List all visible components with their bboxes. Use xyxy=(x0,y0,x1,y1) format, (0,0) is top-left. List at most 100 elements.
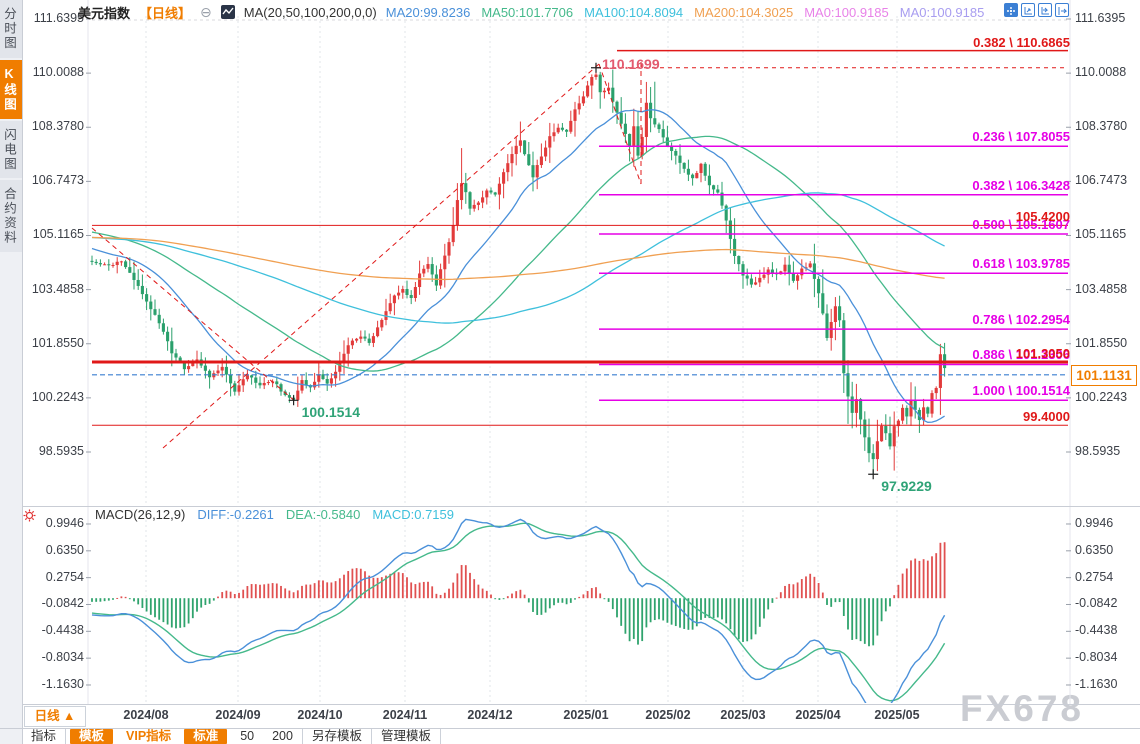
price-tick-label-right: 110.0088 xyxy=(1075,65,1127,80)
x-axis-date-label: 2024/11 xyxy=(382,708,428,722)
ma-value: MA0:100.9185 xyxy=(899,4,985,20)
ma-values: MA20:99.8236 MA50:101.7706 MA100:104.8094 M… xyxy=(386,5,985,20)
macd-tick-label-left: -0.4438 xyxy=(41,623,84,638)
collapse-icon[interactable]: ⊖ xyxy=(200,4,212,20)
price-tick-label-left: 108.3780 xyxy=(31,119,84,134)
price-tick-label-right: 105.1165 xyxy=(1075,227,1127,242)
fib-level-label: 0.236 \ 107.8055 xyxy=(972,129,1070,145)
x-axis-date-label: 2025/04 xyxy=(795,708,841,722)
fib-level-label: 0.886 \ 101.2306 xyxy=(972,347,1070,363)
sidebar-tab-闪电图[interactable]: 闪电图 xyxy=(0,120,22,178)
price-tick-label-left: 111.6395 xyxy=(33,11,84,25)
pane-divider[interactable] xyxy=(22,506,1140,507)
toolbar-button-50[interactable]: 50 xyxy=(240,729,255,743)
macd-tick-label-left: -1.1630 xyxy=(41,676,84,691)
price-tick-label-right: 108.3780 xyxy=(1075,119,1128,134)
macd-values: DIFF:-0.2261 DEA:-0.5840 MACD:0.7159 xyxy=(197,507,454,522)
fib-level-label: 1.000 \ 100.1514 xyxy=(972,383,1070,399)
toolbar-button-另存模板[interactable]: 另存模板 xyxy=(303,729,372,744)
ma-value: MA50:101.7706 xyxy=(481,4,574,20)
macd-value: MACD:0.7159 xyxy=(372,507,454,522)
x-axis-date-label: 2024/10 xyxy=(297,708,343,722)
macd-tick-label-right: -0.0842 xyxy=(1075,596,1118,611)
x-axis-date-label: 2024/12 xyxy=(467,708,513,722)
sidebar-tab-合约资料[interactable]: 合约资料 xyxy=(0,180,22,252)
price-pane xyxy=(90,67,947,475)
x-axis-date-label: 2024/08 xyxy=(123,708,169,722)
macd-tick-label-left: 0.9946 xyxy=(45,515,84,530)
price-alert-label: 101.3050 xyxy=(1015,346,1070,361)
ma-value: MA200:104.3025 xyxy=(694,4,794,20)
pan-icon[interactable] xyxy=(1004,3,1018,17)
macd-pane xyxy=(91,518,946,703)
macd-value: DIFF:-0.2261 xyxy=(197,507,274,522)
x-axis-date-label: 2025/01 xyxy=(563,708,609,722)
macd-tick-label-right: -1.1630 xyxy=(1075,676,1118,691)
price-tick-label-left: 101.8550 xyxy=(31,335,84,350)
price-tick-label-right: 98.5935 xyxy=(1075,443,1121,458)
ma-formula[interactable]: MA(20,50,100,200,0,0) xyxy=(243,4,377,20)
scale-y-axis-icon[interactable] xyxy=(1021,3,1035,17)
indicator-settings-icon[interactable] xyxy=(23,509,36,522)
x-axis-date-label: 2025/03 xyxy=(720,708,766,722)
macd-bottom-border xyxy=(22,704,1140,705)
price-tick-label-left: 105.1165 xyxy=(32,227,84,242)
price-alert-label: 99.4000 xyxy=(1023,409,1070,425)
macd-tick-label-right: -0.4438 xyxy=(1075,623,1118,638)
price-tick-label-right: 103.4858 xyxy=(1075,281,1128,296)
x-axis-date-label: 2025/02 xyxy=(645,708,691,722)
toolbar-button-指标[interactable]: 指标 xyxy=(22,729,67,744)
macd-value: DEA:-0.5840 xyxy=(285,507,361,522)
symbol-title: 美元指数 xyxy=(78,5,131,21)
sidebar-tab-分时图[interactable]: 分时图 xyxy=(0,0,22,58)
fib-level-label: 0.382 \ 106.3428 xyxy=(972,177,1070,193)
macd-tick-label-right: 0.2754 xyxy=(1075,569,1114,584)
toolbar-top-border xyxy=(0,728,1140,729)
chart-toolbar-icons xyxy=(1004,3,1069,17)
shift-right-icon[interactable] xyxy=(1055,3,1069,17)
x-axis-date-label: 2024/09 xyxy=(215,708,261,722)
price-point-annotation: 97.9229 xyxy=(881,478,932,495)
ma-value: MA20:99.8236 xyxy=(385,4,471,20)
ma-value: MA100:104.8094 xyxy=(584,4,684,20)
toolbar-button-模板[interactable]: 模板 xyxy=(70,729,114,744)
toolbar-button-管理模板[interactable]: 管理模板 xyxy=(372,729,441,744)
last-price-tag: 101.1131 xyxy=(1071,365,1137,386)
fib-level-label: 0.500 \ 105.1607 xyxy=(972,217,1070,233)
price-tick-label-right: 111.6395 xyxy=(1075,11,1126,25)
toolbar-button-VIP指标[interactable]: VIP指标 xyxy=(126,729,172,743)
indicator-icon[interactable] xyxy=(220,5,235,19)
macd-tick-label-left: -0.0842 xyxy=(41,596,84,611)
price-tick-label-left: 106.7473 xyxy=(31,173,84,188)
price-tick-label-right: 100.2243 xyxy=(1075,389,1128,404)
toolbar-button-200[interactable]: 200 xyxy=(263,729,303,744)
fib-level-label: 0.618 \ 103.9785 xyxy=(972,256,1070,272)
fib-extension-label: 0.382 \ 110.6865 xyxy=(973,34,1070,50)
price-point-annotation: 110.1699 xyxy=(602,55,660,72)
price-alert-label: 105.4200 xyxy=(1015,209,1070,225)
price-tick-label-left: 100.2243 xyxy=(31,389,84,404)
bottom-toolbar: 指标 模板 VIP指标 标准 50 200 另存模板 管理模板 xyxy=(22,729,1140,744)
price-tick-label-right: 106.7473 xyxy=(1075,173,1128,188)
x-axis-date-label: 2025/05 xyxy=(874,708,920,722)
macd-tick-label-left: -0.8034 xyxy=(41,650,84,665)
macd-tick-label-left: 0.2754 xyxy=(45,569,84,584)
macd-tick-label-right: 0.6350 xyxy=(1075,542,1114,557)
scale-x-axis-icon[interactable] xyxy=(1038,3,1052,17)
price-point-annotation: 100.1514 xyxy=(301,404,360,421)
macd-tick-label-left: 0.6350 xyxy=(45,542,84,557)
macd-formula[interactable]: MACD(26,12,9) xyxy=(95,507,186,522)
left-tab-bar: 分时图 K线图 闪电图 合约资料 xyxy=(0,0,23,744)
interval-tag[interactable]: 【日线】 xyxy=(139,5,192,21)
chart-header: 美元指数 【日线】 ⊖ MA(20,50,100,200,0,0) MA20:9… xyxy=(78,3,984,21)
sidebar-tab-K线图[interactable]: K线图 xyxy=(0,59,22,119)
toolbar-button-标准[interactable]: 标准 xyxy=(184,729,228,744)
price-tick-label-left: 103.4858 xyxy=(31,281,84,296)
ma-value: MA0:100.9185 xyxy=(804,4,889,20)
fib-level-label: 0.786 \ 102.2954 xyxy=(972,312,1070,328)
timeframe-selector[interactable]: 日线 ▲ xyxy=(24,706,86,727)
price-tick-label-left: 98.5935 xyxy=(38,443,84,458)
macd-tick-label-right: 0.9946 xyxy=(1075,515,1114,530)
